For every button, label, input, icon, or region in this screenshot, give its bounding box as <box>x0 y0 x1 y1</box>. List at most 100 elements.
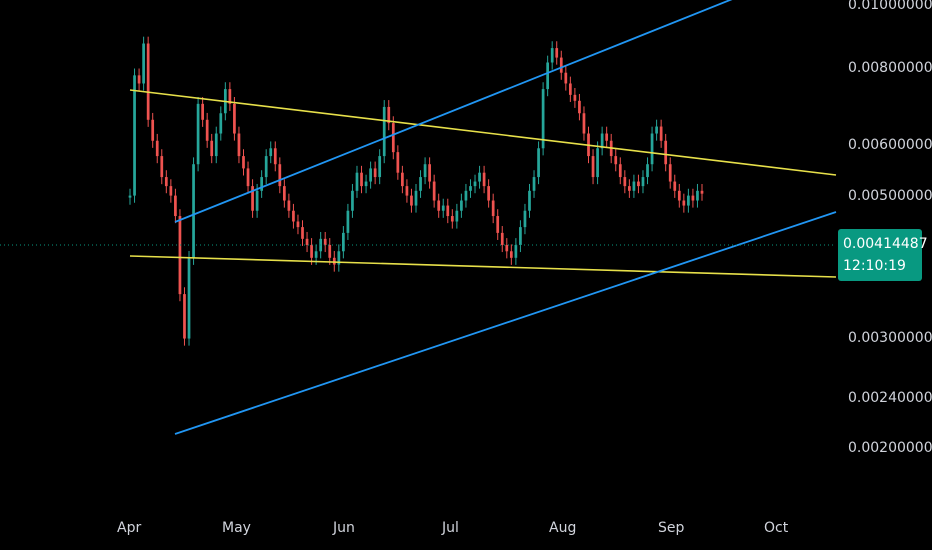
candle-body[interactable] <box>246 168 250 187</box>
candle-body[interactable] <box>441 205 445 211</box>
candle-body[interactable] <box>450 216 454 222</box>
candle-body[interactable] <box>164 177 168 187</box>
candle-body[interactable] <box>201 103 204 120</box>
candle-body[interactable] <box>355 172 359 191</box>
candle-body[interactable] <box>655 126 658 134</box>
candle-body[interactable] <box>328 244 332 258</box>
candle-body[interactable] <box>523 210 527 228</box>
candle-body[interactable] <box>668 164 672 182</box>
candle-body[interactable] <box>391 123 395 153</box>
candle-body[interactable] <box>410 195 413 206</box>
candle-body[interactable] <box>282 186 286 201</box>
candle-body[interactable] <box>133 75 136 196</box>
candle-body[interactable] <box>160 156 164 178</box>
candle-body[interactable] <box>378 156 382 178</box>
candle-body[interactable] <box>568 83 572 95</box>
candle-body[interactable] <box>128 195 132 198</box>
candle-body[interactable] <box>419 177 422 191</box>
candle-body[interactable] <box>296 221 300 228</box>
candle-body[interactable] <box>401 172 404 187</box>
candle-body[interactable] <box>287 200 291 211</box>
candle-body[interactable] <box>673 181 677 191</box>
candle-body[interactable] <box>192 164 195 258</box>
candle-body[interactable] <box>632 181 636 191</box>
candle-body[interactable] <box>432 181 436 201</box>
candle-body[interactable] <box>628 186 631 191</box>
candle-body[interactable] <box>292 210 295 222</box>
candle-body[interactable] <box>682 200 686 206</box>
candle-body[interactable] <box>487 186 490 201</box>
candle-body[interactable] <box>478 172 481 182</box>
candle-body[interactable] <box>260 177 264 191</box>
candle-body[interactable] <box>596 148 599 178</box>
candle-body[interactable] <box>509 251 513 258</box>
candle-body[interactable] <box>618 164 622 178</box>
candle-body[interactable] <box>314 251 318 258</box>
candle-body[interactable] <box>210 140 214 157</box>
candle-body[interactable] <box>242 156 245 169</box>
candle-body[interactable] <box>605 133 609 141</box>
candle-body[interactable] <box>505 244 509 252</box>
candle-body[interactable] <box>205 119 209 141</box>
candle-body[interactable] <box>351 190 354 211</box>
candle-body[interactable] <box>219 113 223 134</box>
candle-body[interactable] <box>514 244 518 258</box>
candle-body[interactable] <box>364 181 368 187</box>
candle-body[interactable] <box>187 257 191 339</box>
candle-body[interactable] <box>269 148 273 157</box>
candle-body[interactable] <box>369 168 372 182</box>
candle-body[interactable] <box>151 119 155 141</box>
candle-body[interactable] <box>455 210 459 222</box>
candle-body[interactable] <box>582 113 586 134</box>
candle-body[interactable] <box>146 43 150 120</box>
candle-body[interactable] <box>251 186 254 211</box>
candle-body[interactable] <box>323 238 327 245</box>
candle-body[interactable] <box>573 94 577 101</box>
lower-blue-channel-line[interactable] <box>174 211 837 435</box>
lower-yellow-trendline[interactable] <box>129 255 837 278</box>
candle-body[interactable] <box>155 140 159 157</box>
candle-body[interactable] <box>637 181 640 187</box>
candle-body[interactable] <box>578 100 581 114</box>
candle-body[interactable] <box>550 48 554 63</box>
candle-body[interactable] <box>387 106 391 124</box>
candle-body[interactable] <box>214 133 218 157</box>
candle-body[interactable] <box>305 238 309 245</box>
candle-body[interactable] <box>332 257 336 265</box>
candle-body[interactable] <box>373 168 377 178</box>
candle-body[interactable] <box>237 133 241 157</box>
candle-body[interactable] <box>532 177 536 191</box>
candle-body[interactable] <box>196 103 200 165</box>
candle-body[interactable] <box>473 181 477 187</box>
candle-body[interactable] <box>496 216 500 233</box>
candle-body[interactable] <box>228 89 232 104</box>
candle-body[interactable] <box>178 216 182 295</box>
candle-body[interactable] <box>264 156 268 178</box>
candle-body[interactable] <box>469 186 472 191</box>
candle-body[interactable] <box>591 156 595 178</box>
candle-body[interactable] <box>342 232 345 252</box>
candle-body[interactable] <box>405 186 409 196</box>
candle-body[interactable] <box>464 190 468 201</box>
candle-body[interactable] <box>437 200 441 211</box>
candle-body[interactable] <box>137 75 141 84</box>
candle-body[interactable] <box>428 164 431 182</box>
candle-body[interactable] <box>183 294 186 339</box>
candle-body[interactable] <box>255 190 259 211</box>
candle-body[interactable] <box>691 195 695 201</box>
candle-body[interactable] <box>537 148 540 178</box>
candle-body[interactable] <box>500 232 504 245</box>
candle-body[interactable] <box>482 172 486 187</box>
candle-body[interactable] <box>174 195 177 217</box>
candle-body[interactable] <box>233 103 236 134</box>
candle-body[interactable] <box>659 126 663 141</box>
candle-body[interactable] <box>519 227 522 245</box>
candle-body[interactable] <box>687 195 690 206</box>
candle-body[interactable] <box>696 190 699 201</box>
candle-body[interactable] <box>614 156 618 165</box>
candle-body[interactable] <box>396 152 400 173</box>
candle-body[interactable] <box>446 205 450 217</box>
candle-body[interactable] <box>541 89 545 149</box>
candle-body[interactable] <box>700 190 704 194</box>
